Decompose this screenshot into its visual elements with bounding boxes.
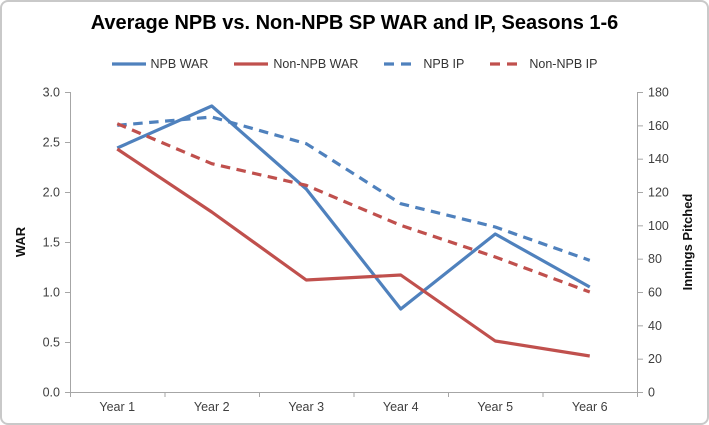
- legend-label-npb-ip: NPB IP: [423, 57, 465, 71]
- tick-label: 60: [648, 286, 662, 300]
- legend-item-non-npb-ip: Non-NPB IP: [490, 57, 597, 71]
- tick-label: 80: [648, 252, 662, 266]
- tick-label: 120: [648, 186, 669, 200]
- tick-label: Year 3: [288, 400, 324, 414]
- legend-label-npb-war: NPB WAR: [150, 57, 209, 71]
- tick-label: 140: [648, 152, 669, 166]
- tick-label: Year 2: [194, 400, 230, 414]
- legend-swatch-non-npb-ip: [490, 62, 525, 66]
- chart-legend: NPB WAR Non-NPB WAR NPB IP Non-NPB IP: [2, 57, 707, 71]
- series-line-npb-war: [116, 104, 591, 311]
- left-axis-title: WAR: [13, 226, 28, 258]
- legend-label-non-npb-war: Non-NPB WAR: [273, 57, 359, 71]
- tick-label: 100: [648, 219, 669, 233]
- tick-label: 1.0: [43, 286, 60, 300]
- tick-label: 2.0: [43, 186, 60, 200]
- legend-swatch-npb-ip: [384, 62, 419, 66]
- tick-label: Year 1: [99, 400, 135, 414]
- tick-label: 0: [648, 386, 655, 400]
- tick-label: 1.5: [43, 236, 60, 250]
- tick-label: 0.5: [43, 336, 60, 350]
- tick-label: 160: [648, 119, 669, 133]
- legend-item-non-npb-war: Non-NPB WAR: [234, 57, 358, 71]
- series-line-npb-ip: [117, 115, 591, 262]
- chart-title: Average NPB vs. Non-NPB SP WAR and IP, S…: [90, 12, 619, 34]
- tick-label: Year 4: [383, 400, 419, 414]
- tick-label: 0.0: [43, 386, 60, 400]
- series-line-non-npb-ip: [116, 122, 591, 294]
- tick-label: 20: [648, 352, 662, 366]
- legend-label-non-npb-ip: Non-NPB IP: [529, 57, 598, 71]
- tick-label: Year 5: [477, 400, 513, 414]
- legend-item-npb-war: NPB WAR: [111, 57, 209, 71]
- legend-swatch-non-npb-war: [234, 62, 269, 66]
- legend-swatch-npb-war: [111, 62, 146, 66]
- tick-label: 3.0: [43, 86, 60, 100]
- legend-item-npb-ip: NPB IP: [384, 57, 464, 71]
- tick-label: 180: [648, 86, 669, 100]
- tick-label: 40: [648, 319, 662, 333]
- series-line-non-npb-war: [116, 147, 591, 358]
- tick-label: 2.5: [43, 136, 60, 150]
- tick-label: Year 6: [572, 400, 608, 414]
- right-axis-title: Innings Pitched: [680, 193, 695, 291]
